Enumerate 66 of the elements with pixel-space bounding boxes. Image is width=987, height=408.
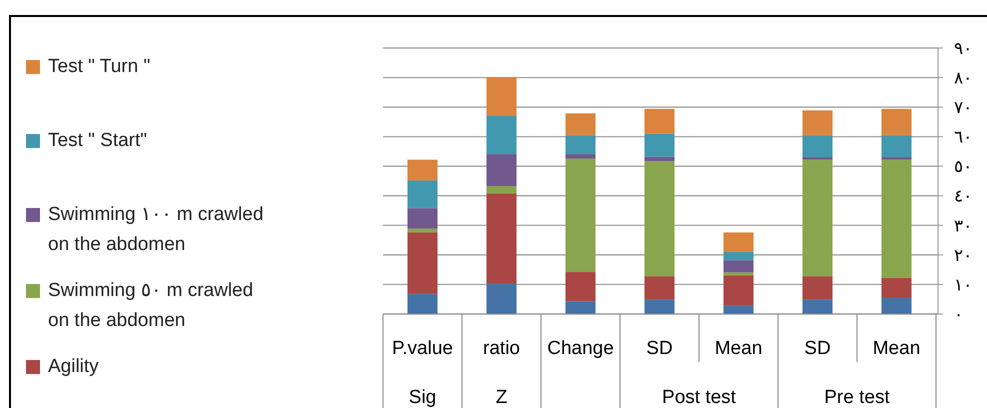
- x-tick-label: ratio: [483, 338, 520, 359]
- bar: [486, 154, 517, 186]
- text: Sig: [408, 387, 436, 408]
- bar: [723, 275, 754, 306]
- bar: [407, 160, 438, 180]
- bar: [723, 305, 754, 314]
- y-tick-label: ٦٠: [954, 128, 972, 148]
- bar: [881, 298, 912, 314]
- bar: [802, 110, 833, 136]
- bar: [802, 300, 833, 314]
- bar: [644, 300, 675, 314]
- y-tick-label: ٢٠: [954, 246, 972, 266]
- bar: [565, 301, 596, 314]
- legend-label: Test " Turn ": [48, 56, 150, 77]
- y-tick-label: ٨٠: [954, 68, 972, 89]
- bar: [881, 278, 912, 298]
- y-tick-label: ٥٠: [954, 157, 972, 178]
- bar: [486, 116, 517, 154]
- bar: [565, 158, 596, 272]
- text: Post test: [662, 387, 737, 408]
- x-tick-label: SD: [646, 338, 673, 359]
- text: Z: [496, 387, 508, 408]
- bar: [407, 232, 438, 294]
- bar: [486, 76, 517, 116]
- bar: [644, 156, 675, 162]
- y-tick-label: ٧٠: [954, 98, 972, 118]
- x-tick-label: Change: [547, 338, 614, 359]
- text: Pre test: [824, 387, 890, 408]
- bar: [486, 284, 517, 314]
- bar: [407, 228, 438, 232]
- x-tick-label: Mean: [872, 338, 920, 359]
- bar: [802, 135, 833, 158]
- bar: [723, 232, 754, 252]
- bar: [723, 272, 754, 276]
- bar: [644, 108, 675, 134]
- bar: [881, 108, 912, 136]
- bar: [486, 186, 517, 194]
- x-tick-label: SD: [804, 338, 831, 359]
- y-tick-label: ٣٠: [954, 216, 972, 236]
- bar: [644, 161, 675, 276]
- bar: [881, 157, 912, 160]
- legend-label: Test " Start": [48, 130, 148, 151]
- y-tick-label: ٩٠: [954, 38, 972, 59]
- bar: [723, 252, 754, 260]
- y-tick-label: ١٠: [954, 275, 972, 296]
- bar: [881, 135, 912, 158]
- bar: [723, 260, 754, 272]
- bar: [802, 157, 833, 160]
- x-tick-label: P.value: [392, 338, 453, 359]
- bar: [881, 160, 912, 278]
- bar: [407, 294, 438, 314]
- bar: [486, 193, 517, 284]
- y-tick-label: ٠: [954, 304, 964, 325]
- y-tick-label: ٤٠: [954, 186, 972, 207]
- x-tick-label: Mean: [714, 338, 762, 359]
- bar: [644, 134, 675, 157]
- bar: [565, 113, 596, 136]
- bar: [565, 272, 596, 302]
- bar: [802, 276, 833, 300]
- legend-label: Agility: [48, 356, 100, 377]
- bar: [802, 160, 833, 276]
- bar: [565, 135, 596, 154]
- bar: [407, 208, 438, 229]
- bar: [407, 180, 438, 208]
- bar: [565, 154, 596, 159]
- bar: [644, 276, 675, 300]
